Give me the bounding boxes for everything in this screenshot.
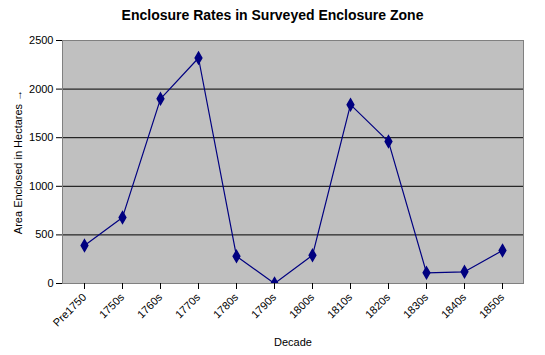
svg-text:500: 500 [35, 228, 53, 240]
svg-text:2500: 2500 [29, 34, 53, 46]
svg-text:1820s: 1820s [363, 290, 393, 320]
svg-text:1750s: 1750s [97, 290, 127, 320]
svg-text:Pre1750: Pre1750 [51, 291, 89, 329]
svg-text:1500: 1500 [29, 131, 53, 143]
svg-text:1800s: 1800s [287, 290, 317, 320]
svg-text:1790s: 1790s [249, 290, 279, 320]
svg-text:1830s: 1830s [401, 290, 431, 320]
svg-text:Area Enclosed in Hectares →: Area Enclosed in Hectares → [12, 90, 24, 234]
svg-text:Decade: Decade [274, 336, 312, 348]
svg-text:1760s: 1760s [135, 290, 165, 320]
svg-text:1840s: 1840s [439, 290, 469, 320]
svg-text:1850s: 1850s [477, 290, 507, 320]
html-text:Enclosure Rates in Surveyed En: Enclosure Rates in Surveyed Enclosure Zo… [121, 7, 424, 23]
svg-text:1770s: 1770s [173, 290, 203, 320]
svg-text:1780s: 1780s [211, 290, 241, 320]
svg-text:1810s: 1810s [325, 290, 355, 320]
svg-text:0: 0 [47, 277, 53, 289]
svg-text:1000: 1000 [29, 180, 53, 192]
svg-text:2000: 2000 [29, 83, 53, 95]
